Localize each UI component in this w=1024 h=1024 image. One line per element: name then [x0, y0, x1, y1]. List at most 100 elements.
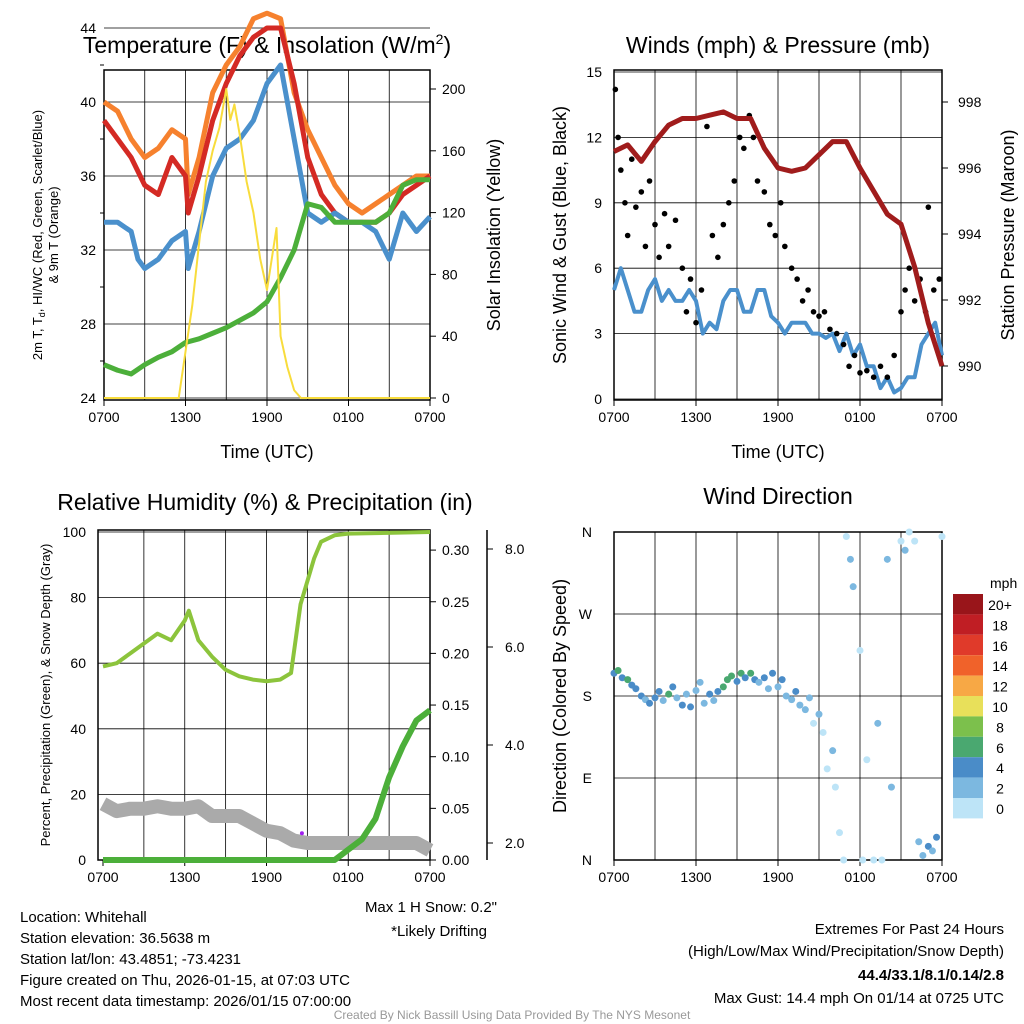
gust-point	[665, 243, 672, 250]
gust-point	[628, 156, 635, 162]
direction-point	[706, 690, 714, 698]
direction-point	[801, 706, 809, 714]
gust-point	[709, 232, 716, 239]
snow-tick-label: 2.0	[505, 835, 525, 851]
direction-point	[887, 783, 895, 791]
x-tick-label: 1300	[680, 869, 711, 885]
x-tick-label: 0700	[598, 409, 629, 425]
gust-point	[750, 134, 757, 141]
location-text: Location: Whitehall	[20, 909, 147, 926]
direction-point	[782, 692, 790, 700]
y-tick-label: 0	[594, 391, 602, 407]
precip-tick-label: 0.05	[442, 800, 469, 816]
gust-point	[698, 287, 705, 293]
max-gust-text: Max Gust: 14.4 mph On 01/14 at 0725 UTC	[714, 990, 1004, 1007]
x-tick-label: 1300	[680, 409, 711, 425]
direction-point	[655, 687, 663, 695]
extremes-values: 44.4/33.1/8.1/0.14/2.8	[858, 967, 1004, 984]
y-tick-label: 9	[594, 195, 602, 211]
direction-point	[741, 674, 749, 682]
gust-point	[788, 265, 795, 272]
y-tick-label: 100	[63, 524, 87, 540]
direction-point	[901, 546, 909, 554]
direction-point	[692, 687, 700, 695]
direction-point	[933, 833, 941, 841]
direction-point	[624, 676, 632, 684]
direction-point	[614, 666, 622, 674]
direction-point	[747, 669, 755, 677]
gust-point	[799, 298, 806, 304]
direction-point	[618, 674, 626, 682]
gust-point	[633, 204, 639, 210]
colorbar-label: 2	[996, 781, 1004, 797]
direction-point	[878, 856, 886, 864]
colorbar-title: mph	[990, 575, 1017, 591]
x-tick-label: 0100	[333, 869, 364, 885]
colorbar-swatch	[953, 675, 983, 696]
y-tick-label: 20	[70, 786, 86, 802]
x-tick-label: 0700	[87, 869, 118, 885]
x-tick-label: 0700	[414, 869, 445, 885]
gust-point	[936, 276, 943, 282]
gust-point	[821, 309, 828, 315]
temperature-ylabel: 2m T, Td, HI/WC (Red, Green, Scarlet/Blu…	[30, 110, 47, 360]
colorbar-label: 4	[996, 760, 1004, 776]
gust-point	[877, 363, 884, 370]
gust-point	[851, 352, 858, 359]
direction-point	[883, 555, 891, 563]
y-tick-label: 6	[594, 260, 602, 276]
y-tick-label: 24	[80, 390, 96, 406]
x-tick-label: 1900	[251, 869, 282, 885]
gust-point	[857, 370, 863, 376]
direction-point	[815, 710, 823, 718]
direction-point	[646, 699, 654, 707]
colorbar-swatch	[953, 696, 983, 717]
direction-point	[911, 537, 919, 545]
x-tick-label: 0700	[414, 409, 445, 425]
temperature-xlabel: Time (UTC)	[220, 442, 313, 462]
direction-point	[905, 528, 913, 536]
y-right-tick-label: 160	[442, 143, 466, 159]
humidity-plot: 0 20 40 60 80 100 0.00 0.05 0.10 0.15 0.20 0.25 0.30…	[63, 524, 525, 885]
direction-point	[764, 685, 772, 693]
humidity-ylabel: Percent, Precipitation (Green), & Snow D…	[38, 544, 53, 847]
colorbar-swatch	[953, 594, 983, 615]
direction-point	[796, 701, 804, 709]
series-snow-depth	[99, 797, 434, 857]
gust-point	[906, 265, 912, 272]
x-tick-label: 0100	[333, 409, 364, 425]
y-tick-label: 28	[80, 316, 96, 332]
temperature-title: Temperature (F) & Insolation (W/m2)	[83, 31, 451, 58]
winds-plot: 0 3 6 9 12 15 990 992 994 996 998 0700 1300 1900 0100 0…	[586, 64, 981, 425]
y-tick-label: E	[583, 770, 592, 786]
y-tick-label: 3	[594, 326, 602, 342]
winds-panel: Winds (mph) & Pressure (mb) 0 3 6 9 12 15 990 9…	[550, 32, 1018, 462]
snow-tick-label: 4.0	[505, 737, 525, 753]
direction-point	[810, 719, 818, 727]
elevation-text: Station elevation: 36.5638 m	[20, 930, 210, 947]
gust-point	[840, 341, 847, 348]
gust-point	[726, 200, 732, 206]
colorbar-swatch	[953, 716, 983, 737]
y-tick-label: 0	[78, 852, 86, 868]
direction-point	[829, 747, 837, 755]
direction-point	[788, 696, 796, 704]
gust-point	[704, 123, 710, 130]
direction-point	[665, 690, 673, 698]
gust-point	[693, 319, 699, 326]
max-snow-text: Max 1 H Snow: 0.2"	[365, 899, 497, 916]
gust-point	[794, 276, 800, 282]
gust-point	[864, 367, 870, 374]
direction-point	[710, 697, 718, 705]
y-tick-label: 44	[80, 20, 96, 36]
direction-point	[874, 719, 882, 727]
gust-point	[646, 178, 653, 184]
direction-point	[805, 694, 813, 702]
x-tick-label: 0700	[926, 409, 957, 425]
plot-frame	[613, 69, 943, 401]
latlon-text: Station lat/lon: 43.4851; -73.4231	[20, 951, 241, 968]
gust-point	[683, 309, 690, 315]
y-tick-label: 36	[80, 168, 96, 184]
y-right-tick-label: 40	[442, 328, 458, 344]
